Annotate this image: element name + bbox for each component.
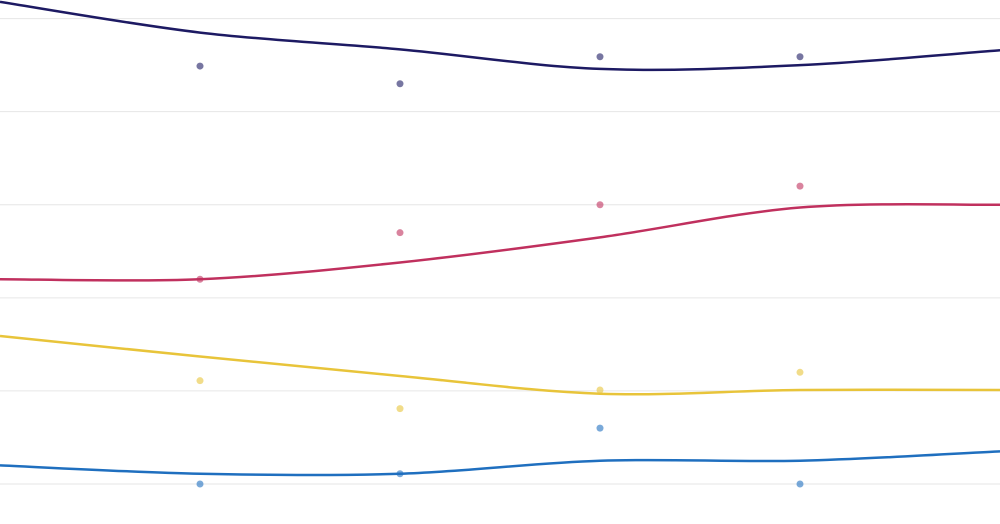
data-point (396, 405, 404, 413)
trend-line (0, 334, 1000, 396)
data-point (396, 229, 404, 237)
trend-line (0, 0, 1000, 72)
data-point (396, 80, 404, 88)
data-point (796, 368, 804, 376)
data-point (196, 480, 204, 488)
data-point (796, 480, 804, 488)
data-point (196, 275, 204, 283)
data-point (196, 377, 204, 385)
data-point (796, 53, 804, 61)
data-point (596, 424, 604, 432)
data-point (596, 53, 604, 61)
data-point (796, 182, 804, 190)
trend-line (0, 450, 1000, 477)
data-point (596, 201, 604, 209)
trend-line (0, 203, 1000, 282)
data-point (396, 470, 404, 478)
data-point (596, 386, 604, 394)
data-point (196, 62, 204, 70)
